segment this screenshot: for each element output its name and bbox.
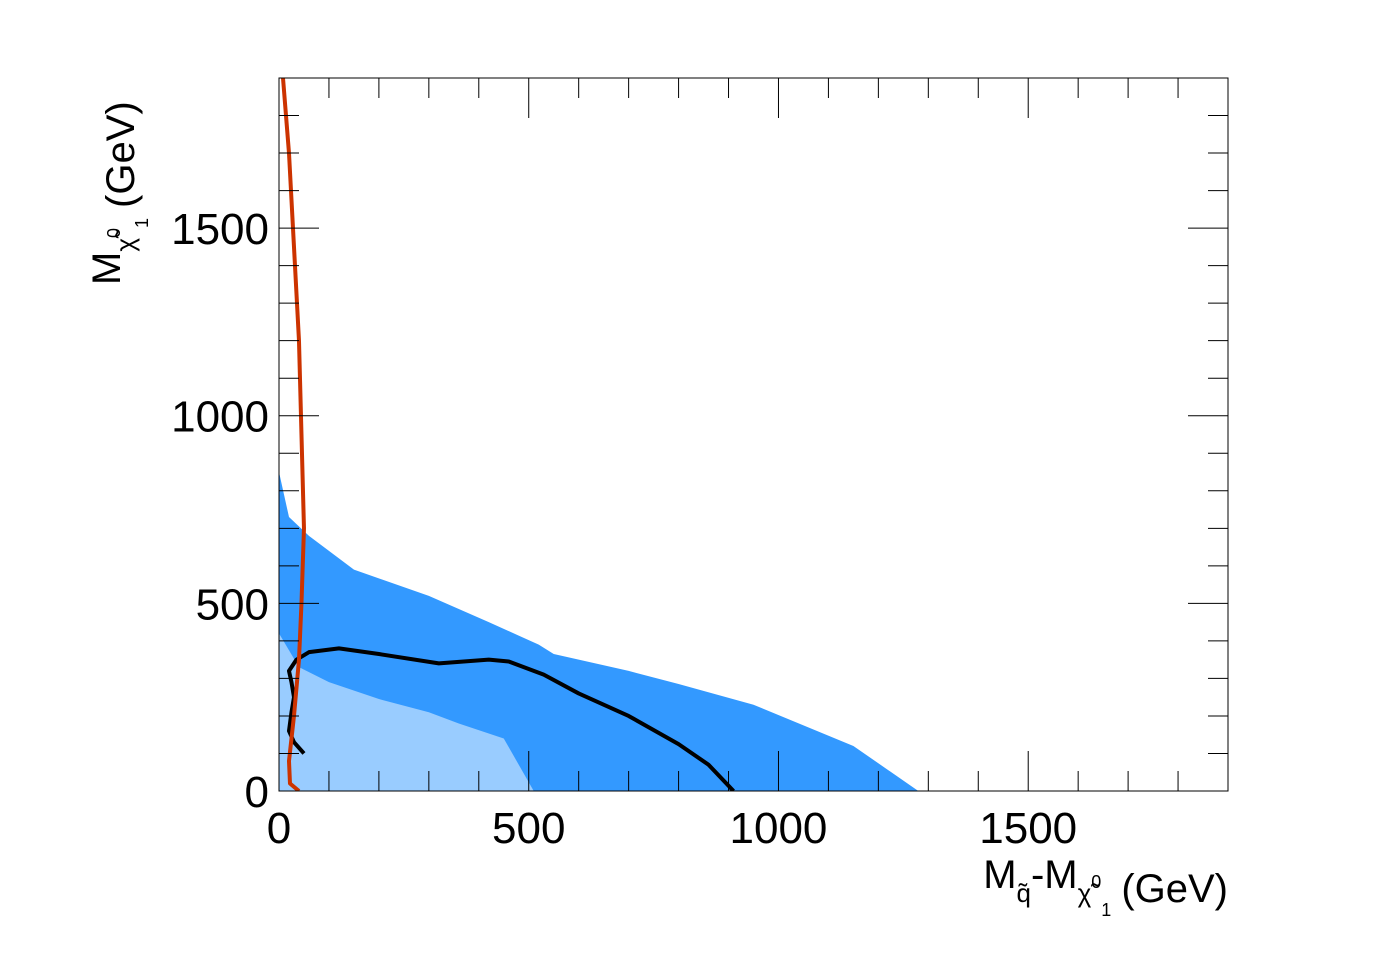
exclusion-band-1 xyxy=(279,633,534,791)
exclusion-band-0 xyxy=(279,472,919,791)
y-tick-label: 1500 xyxy=(171,205,269,254)
x-axis-title: Mq̃-Mχ̃01 (GeV) xyxy=(983,853,1228,920)
x-tick-label: 1000 xyxy=(730,804,828,853)
x-tick-label: 0 xyxy=(267,804,291,853)
contour-line-2 xyxy=(286,646,735,791)
axes: 0 500 1000 1500 0 500 1000 1500 xyxy=(171,77,1229,853)
y-tick-label: 500 xyxy=(196,580,269,629)
y-tick-label: 0 xyxy=(245,768,269,817)
y-axis-title: Mχ̃01(GeV) xyxy=(85,101,152,285)
contour-line-3 xyxy=(281,78,306,791)
plot-area xyxy=(279,78,919,791)
x-tick-label: 500 xyxy=(492,804,565,853)
y-tick-label: 1000 xyxy=(171,393,269,442)
x-tick-label: 1500 xyxy=(979,804,1077,853)
plot-frame xyxy=(278,77,1229,792)
